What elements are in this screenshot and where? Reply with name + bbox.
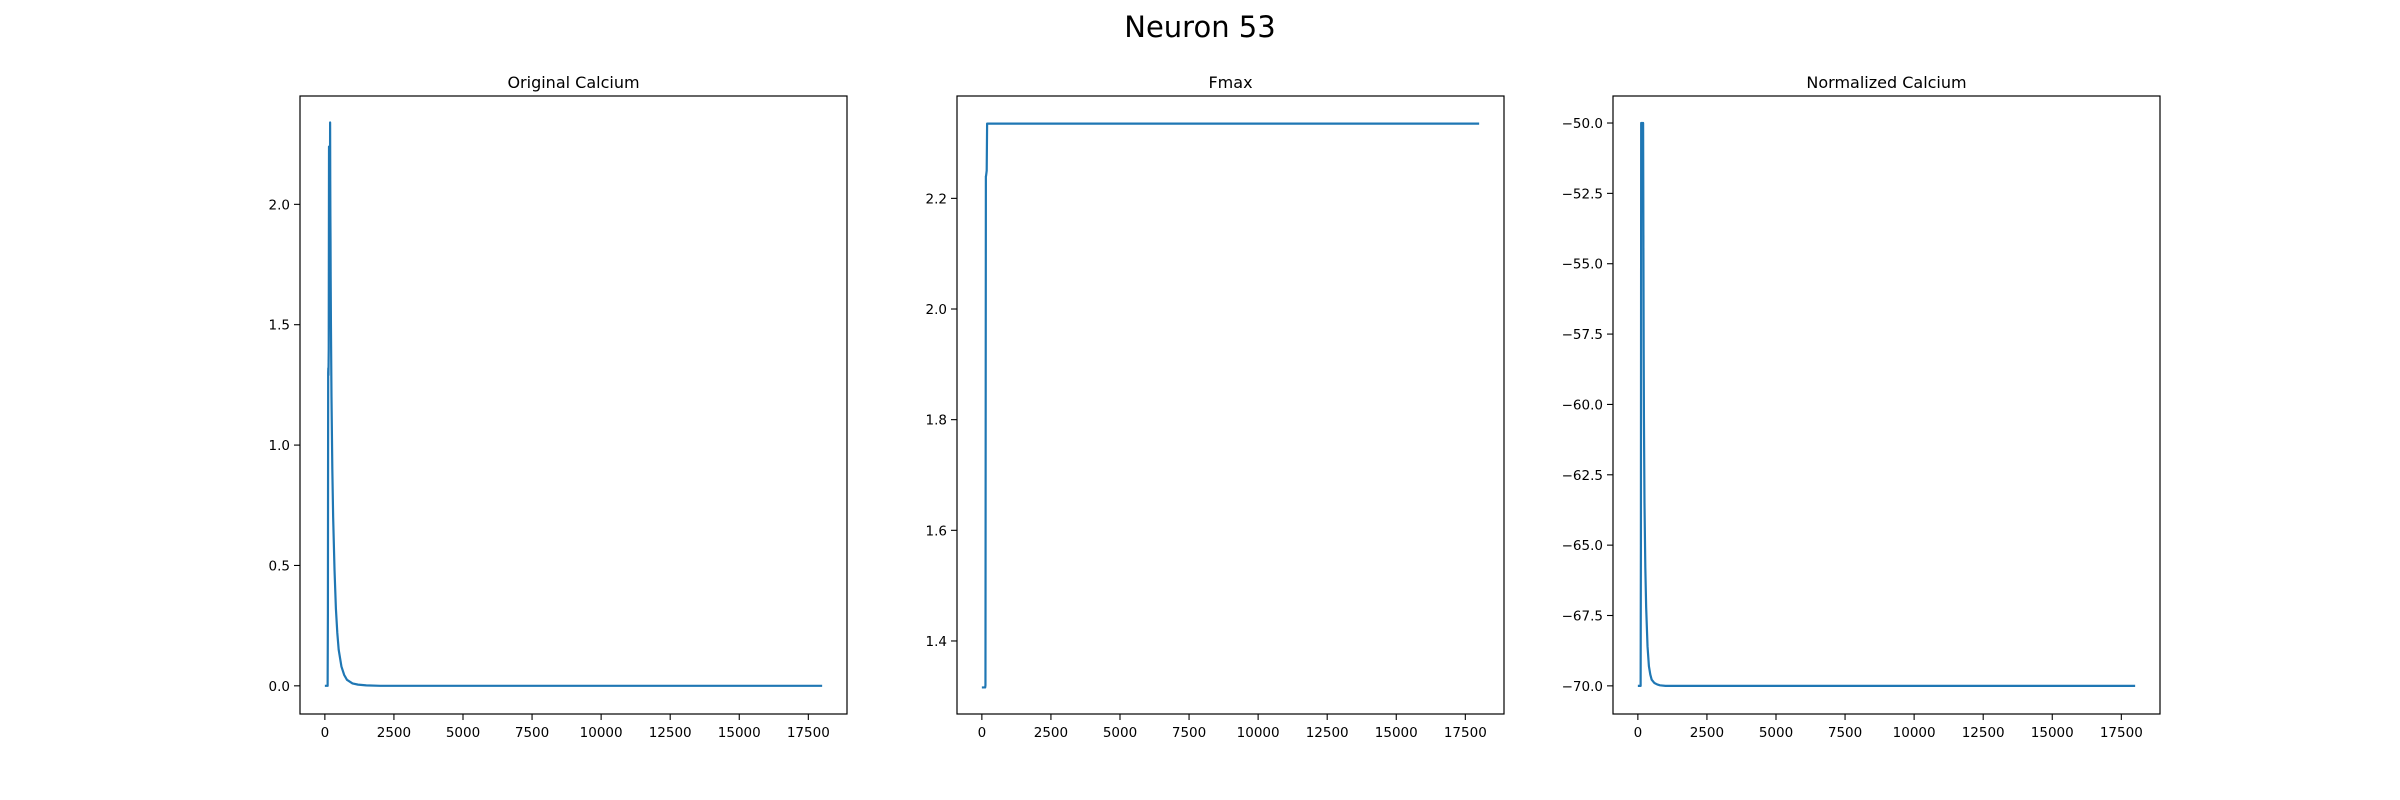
subplot-1-y-tick-label-4: 2.0 (269, 197, 290, 213)
subplot-3-y-tick-label-2: −65.0 (1562, 538, 1603, 554)
subplot-3-x-tick-label-0: 0 (1634, 725, 1643, 741)
subplot-3-y-tick-label-3: −62.5 (1562, 468, 1603, 484)
subplot-2-series-line-1 (981, 122, 1480, 689)
subplot-1-y-tick-label-3: 1.5 (269, 318, 290, 334)
subplot-3-y-tick-label-6: −55.0 (1562, 257, 1603, 273)
subplot-3-x-tick-label-2: 5000 (1759, 725, 1793, 741)
subplot-2-y-tick-label-3: 2.0 (926, 302, 947, 318)
subplot-1-x-tick-label-0: 0 (321, 725, 330, 741)
subplot-1-x-tick-label-2: 5000 (446, 725, 480, 741)
subplot-1-y-tick-label-1: 0.5 (269, 558, 290, 574)
subplot-2-x-tick-label-2: 5000 (1103, 725, 1137, 741)
subplot-2-y-tick-label-4: 2.2 (926, 191, 947, 207)
subplot-1-title: Original Calcium (507, 73, 639, 92)
subplot-1-x-tick-label-3: 7500 (515, 725, 549, 741)
subplot-3-y-tick-label-1: −67.5 (1562, 609, 1603, 625)
subplot-1: Original Calcium 0 2500 5000 7500 10000 12500… (269, 73, 848, 741)
subplot-2-title: Fmax (1208, 73, 1252, 92)
subplot-1-series-line-1 (324, 121, 823, 687)
subplot-2-y-tick-label-1: 1.6 (926, 523, 947, 539)
subplot-3-title: Normalized Calcium (1806, 73, 1966, 92)
subplot-2-x-tick-label-7: 17500 (1444, 725, 1487, 741)
subplot-1-y-tick-label-0: 0.0 (269, 679, 290, 695)
subplot-3-y-tick-label-4: −60.0 (1562, 397, 1603, 413)
subplot-3-x-tick-label-7: 17500 (2100, 725, 2143, 741)
subplot-1-x-tick-label-7: 17500 (787, 725, 830, 741)
subplot-3-x-tick-label-6: 15000 (2031, 725, 2074, 741)
subplot-3-x-tick-label-3: 7500 (1828, 725, 1862, 741)
subplot-3-y-tick-label-5: −57.5 (1562, 327, 1603, 343)
subplot-3-x-tick-label-1: 2500 (1690, 725, 1724, 741)
subplot-2: Fmax 0 2500 5000 7500 10000 12500 15000 17500 1.… (926, 73, 1505, 741)
subplot-1-x-tick-label-1: 2500 (377, 725, 411, 741)
subplot-3: Normalized Calcium 0 2500 5000 7500 10000 125… (1562, 73, 2161, 741)
subplot-2-x-tick-label-0: 0 (978, 725, 987, 741)
subplot-1-x-tick-label-4: 10000 (580, 725, 623, 741)
subplot-2-y-tick-label-0: 1.4 (926, 634, 947, 650)
subplot-1-x-tick-label-5: 12500 (649, 725, 692, 741)
subplot-1-axes-frame (299, 95, 848, 715)
figure-title: Neuron 53 (1124, 10, 1275, 44)
subplot-3-x-tick-label-4: 10000 (1893, 725, 1936, 741)
subplot-3-y-tick-label-8: −50.0 (1562, 116, 1603, 132)
subplot-3-y-tick-label-7: −52.5 (1562, 186, 1603, 202)
subplot-3-y-tick-label-0: −70.0 (1562, 679, 1603, 695)
subplot-2-axes-frame (956, 95, 1505, 715)
subplot-3-x-tick-label-5: 12500 (1962, 725, 2005, 741)
subplot-3-series-line-1 (1637, 121, 2136, 687)
subplot-2-x-tick-label-1: 2500 (1034, 725, 1068, 741)
subplot-3-axes-frame (1612, 95, 2161, 715)
subplot-2-x-tick-label-3: 7500 (1172, 725, 1206, 741)
subplot-1-y-tick-label-2: 1.0 (269, 438, 290, 454)
subplot-2-x-tick-label-5: 12500 (1306, 725, 1349, 741)
subplot-2-x-tick-label-6: 15000 (1375, 725, 1418, 741)
subplot-2-y-tick-label-2: 1.8 (926, 413, 947, 429)
subplot-2-x-tick-label-4: 10000 (1237, 725, 1280, 741)
subplot-1-x-tick-label-6: 15000 (718, 725, 761, 741)
